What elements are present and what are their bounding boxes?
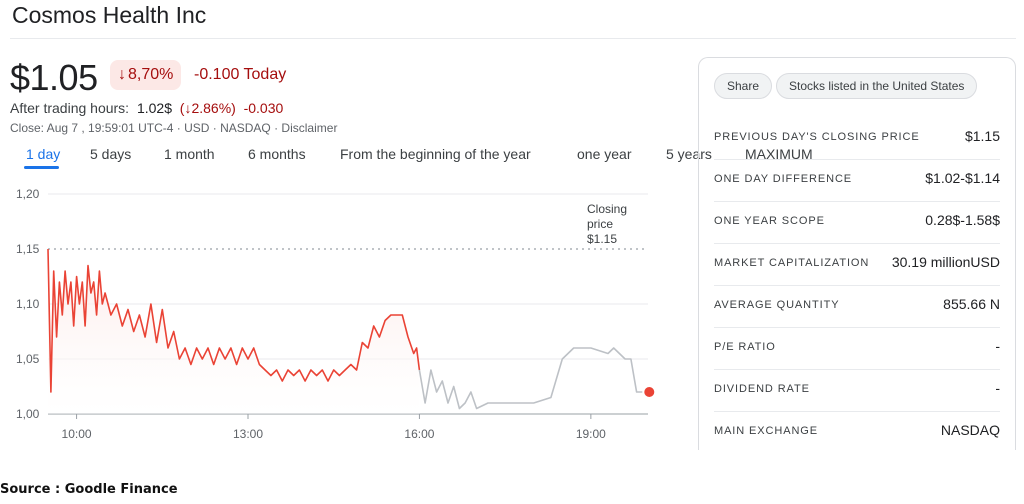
company-name: Cosmos Health Inc [12,2,207,28]
stats-panel: Share Stocks listed in the United States… [698,57,1016,450]
y-tick-label: 1,15 [16,242,40,256]
latest-price-marker [644,387,655,397]
stat-value: - [995,380,1000,396]
after-hours-change: -0.030 [243,100,284,116]
x-tick-label: 19:00 [576,427,606,441]
tab-maximum[interactable]: MAXIMUM [745,146,813,162]
percent-change-badge: ↓ 8,70% [110,60,182,90]
stat-value: 30.19 millionUSD [891,254,1000,270]
stat-label: ONE DAY DIFFERENCE [714,173,853,185]
stat-row-dividend: DIVIDEND RATE - [714,370,1000,412]
stat-row-pe-ratio: P/E RATIO - [714,328,1000,370]
after-hours-label: After trading hours: [10,100,130,116]
tab-one-year[interactable]: one year [577,146,632,162]
header-divider [10,38,1016,39]
after-hours-pct: (↓2.86%) [179,100,236,116]
stat-row-previous-close: PREVIOUS DAY'S CLOSING PRICE $1.15 [714,118,1000,160]
stat-value: - [995,338,1000,354]
after-hours-line: After trading hours: 1.02$ (↓2.86%) -0.0… [10,100,283,116]
arrow-down-icon: ↓ [118,66,126,83]
x-tick-label: 10:00 [62,427,92,441]
tab-5-years[interactable]: 5 years [666,146,712,162]
stat-label: MARKET CAPITALIZATION [714,257,870,269]
stat-label: PREVIOUS DAY'S CLOSING PRICE [714,131,920,143]
previous-close-label: Closing [587,202,627,216]
previous-close-value: $1.15 [587,232,617,246]
x-tick-label: 16:00 [404,427,434,441]
day-change: -0.100 Today [194,66,287,83]
stat-value: 855.66 N [943,296,1000,312]
stat-row-exchange: MAIN EXCHANGE NASDAQ [714,412,1000,454]
percent-change-value: 8,70% [128,66,174,83]
stat-value: NASDAQ [940,422,1000,438]
stat-row-year-range: ONE YEAR SCOPE 0.28$-1.58$ [714,202,1000,244]
stat-label: DIVIDEND RATE [714,383,810,395]
stat-label: ONE YEAR SCOPE [714,215,825,227]
x-tick-label: 13:00 [233,427,263,441]
stat-label: P/E RATIO [714,341,776,353]
regular-session-area [48,249,420,414]
after-hours-price: 1.02$ [136,100,172,116]
tab-year-to-date[interactable]: From the beginning of the year [340,146,531,162]
tab-1-month[interactable]: 1 month [164,146,215,162]
source-caption: Source : Goodle Finance [0,482,178,497]
stocks-listed-chip[interactable]: Stocks listed in the United States [776,73,978,99]
y-tick-label: 1,20 [16,187,40,201]
tab-6-months[interactable]: 6 months [248,146,306,162]
stat-row-market-cap: MARKET CAPITALIZATION 30.19 millionUSD [714,244,1000,286]
stat-row-day-range: ONE DAY DIFFERENCE $1.02-$1.14 [714,160,1000,202]
time-range-tabs: 1 day 5 days 1 month 6 months From the b… [0,146,830,170]
y-tick-label: 1,05 [16,352,40,366]
tab-5-days[interactable]: 5 days [90,146,132,162]
after-hours-line [418,347,643,410]
regular-session-line [47,248,421,393]
stat-value: $1.02-$1.14 [925,170,1000,186]
active-tab-indicator [24,166,59,169]
stat-label: MAIN EXCHANGE [714,425,818,437]
close-info: Close: Aug 7 , 19:59:01 UTC-4 · USD · NA… [10,121,338,135]
stat-label: AVERAGE QUANTITY [714,299,840,311]
y-tick-label: 1,00 [16,407,40,421]
y-tick-label: 1,10 [16,297,40,311]
previous-close-label: price [587,217,613,231]
current-price: $1.05 [10,57,98,98]
stat-value: $1.15 [964,128,1000,144]
price-chart[interactable]: 1,00 1,05 1,10 1,15 1,20 10:00 13:00 16:00 19:00… [0,180,690,445]
stat-value: 0.28$-1.58$ [925,212,1000,228]
stat-row-average-volume: AVERAGE QUANTITY 855.66 N [714,286,1000,328]
tab-1-day[interactable]: 1 day [26,146,61,162]
share-button[interactable]: Share [714,73,773,99]
